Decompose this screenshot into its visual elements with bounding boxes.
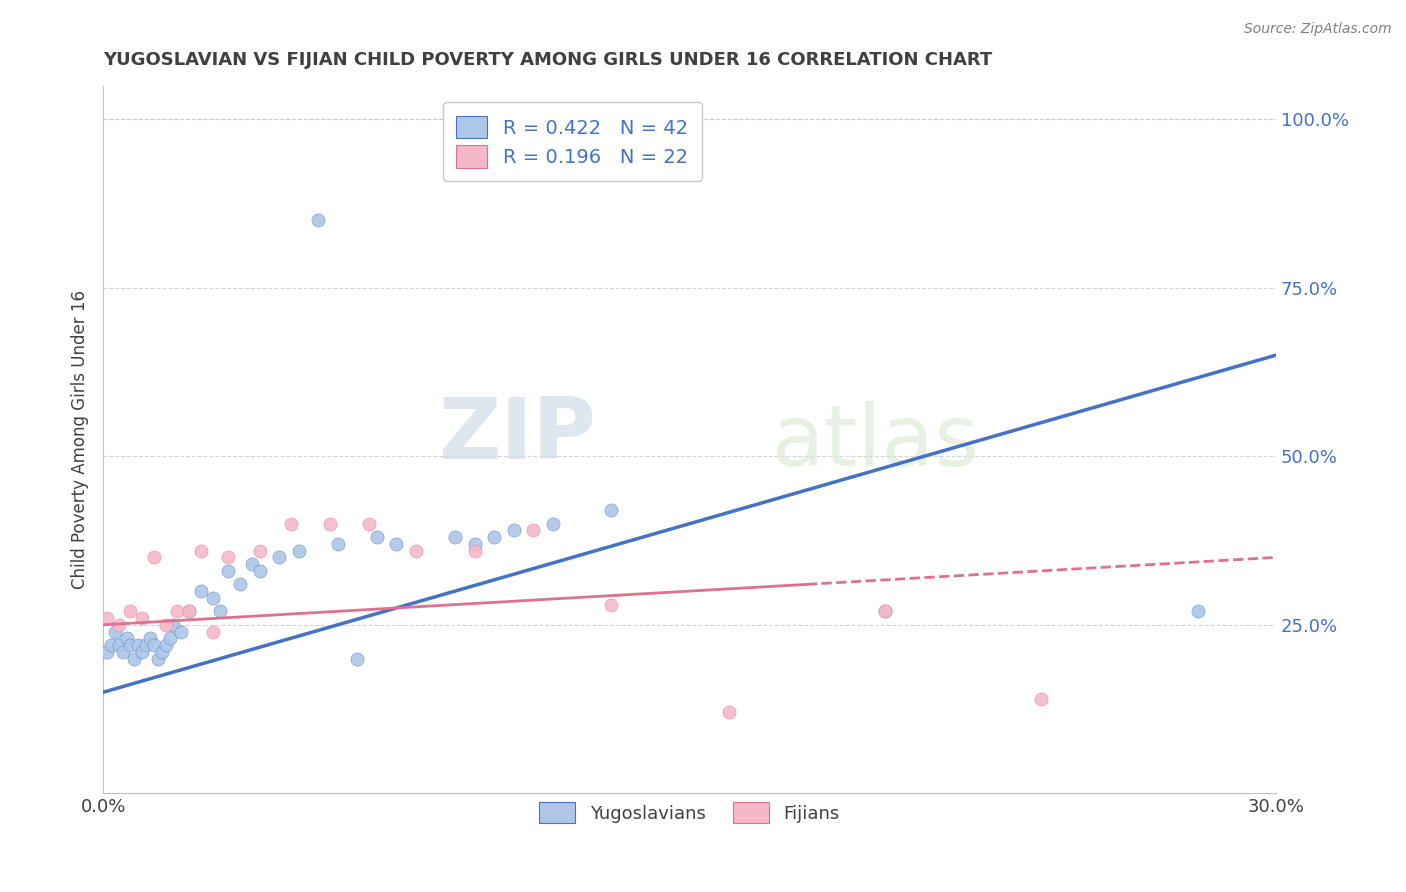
Point	[319, 516, 342, 531]
Text: YUGOSLAVIAN VS FIJIAN CHILD POVERTY AMONG GIRLS UNDER 16 CORRELATION CHART: YUGOSLAVIAN VS FIJIAN CHILD POVERTY AMON…	[103, 51, 993, 69]
Point	[240, 557, 263, 571]
Point	[1031, 692, 1053, 706]
Point	[217, 550, 239, 565]
Point	[131, 645, 153, 659]
Point	[155, 617, 177, 632]
Point	[405, 543, 427, 558]
Point	[600, 598, 623, 612]
Point	[873, 604, 896, 618]
Point	[150, 645, 173, 659]
Point	[280, 516, 302, 531]
Point	[96, 645, 118, 659]
Point	[120, 638, 142, 652]
Point	[142, 550, 165, 565]
Point	[96, 611, 118, 625]
Point	[873, 604, 896, 618]
Point	[131, 611, 153, 625]
Point	[209, 604, 232, 618]
Point	[217, 564, 239, 578]
Point	[190, 584, 212, 599]
Point	[124, 651, 146, 665]
Point	[139, 632, 162, 646]
Point	[444, 530, 467, 544]
Point	[267, 550, 290, 565]
Point	[120, 604, 142, 618]
Point	[159, 632, 181, 646]
Text: atlas: atlas	[772, 401, 980, 484]
Point	[104, 624, 127, 639]
Point	[464, 543, 486, 558]
Text: Source: ZipAtlas.com: Source: ZipAtlas.com	[1244, 22, 1392, 37]
Point	[385, 537, 408, 551]
Point	[162, 617, 184, 632]
Point	[717, 706, 740, 720]
Point	[287, 543, 309, 558]
Point	[600, 503, 623, 517]
Point	[155, 638, 177, 652]
Point	[115, 632, 138, 646]
Point	[107, 617, 129, 632]
Point	[135, 638, 157, 652]
Point	[346, 651, 368, 665]
Point	[179, 604, 201, 618]
Point	[179, 604, 201, 618]
Point	[190, 543, 212, 558]
Point	[541, 516, 564, 531]
Point	[170, 624, 193, 639]
Point	[502, 524, 524, 538]
Point	[307, 213, 329, 227]
Point	[249, 543, 271, 558]
Point	[201, 624, 224, 639]
Point	[366, 530, 388, 544]
Point	[142, 638, 165, 652]
Point	[1187, 604, 1209, 618]
Point	[229, 577, 252, 591]
Point	[482, 530, 505, 544]
Point	[127, 638, 149, 652]
Point	[249, 564, 271, 578]
Point	[146, 651, 169, 665]
Point	[326, 537, 349, 551]
Point	[166, 604, 188, 618]
Text: ZIP: ZIP	[437, 394, 596, 477]
Point	[522, 524, 544, 538]
Point	[111, 645, 134, 659]
Point	[464, 537, 486, 551]
Legend: Yugoslavians, Fijians: Yugoslavians, Fijians	[529, 791, 851, 834]
Point	[100, 638, 122, 652]
Point	[107, 638, 129, 652]
Y-axis label: Child Poverty Among Girls Under 16: Child Poverty Among Girls Under 16	[72, 290, 89, 589]
Point	[201, 591, 224, 605]
Point	[357, 516, 380, 531]
